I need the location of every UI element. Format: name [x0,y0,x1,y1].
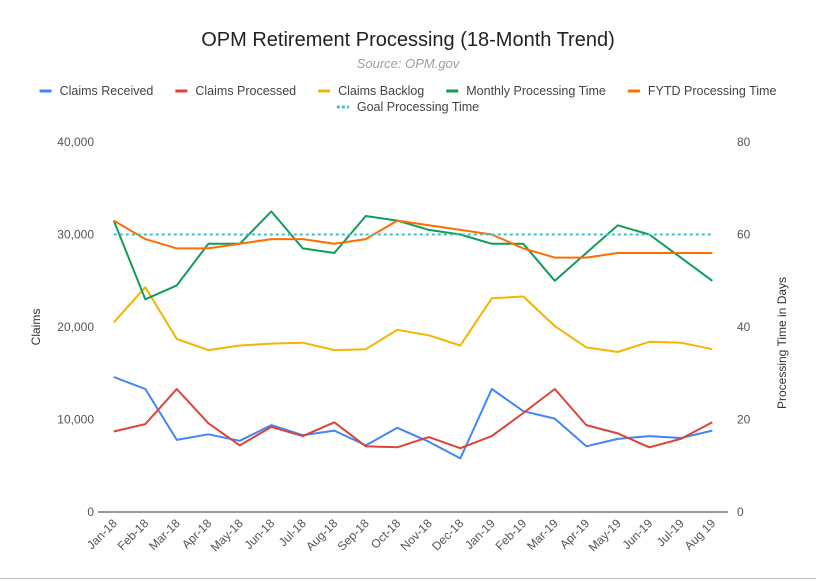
series-group [112,210,713,460]
y-axis-title-right: Processing Time in Days [775,277,789,409]
series-line-claims-backlog [113,286,713,353]
x-tick-label: Feb-19 [493,516,530,553]
y-tick-label-left: 0 [87,505,94,519]
y-axis-left: 0 10,000 20,000 30,000 40,000 [57,135,94,519]
legend: Claims Received Claims Processed Claims Ba… [39,84,777,114]
y-axis-right: 0 20 40 60 80 [737,135,751,519]
y-tick-label-right: 80 [737,135,751,149]
legend-label-claims-processed: Claims Processed [195,84,296,98]
x-tick-label: Sep-18 [335,516,372,553]
x-tick-label: Aug 19 [682,516,719,553]
x-tick-label: Mar-19 [524,516,561,553]
y-tick-label-left: 10,000 [57,413,94,427]
x-tick-label: May-19 [586,516,624,554]
y-tick-label-left: 20,000 [57,320,94,334]
y-tick-label-right: 20 [737,413,751,427]
y-tick-label-right: 0 [737,505,744,519]
legend-label-goal-processing-time: Goal Processing Time [357,100,479,114]
x-tick-label: Feb-18 [115,516,152,553]
series-line-monthly-processing-time [112,210,713,301]
y-tick-label-left: 30,000 [57,228,94,242]
x-tick-label: Jan-19 [462,516,498,552]
legend-label-monthly-processing-time: Monthly Processing Time [466,84,606,98]
series-line-claims-received [113,376,713,460]
legend-label-claims-received: Claims Received [60,84,154,98]
x-tick-label: Aug-18 [303,516,340,553]
y-tick-label-right: 40 [737,320,751,334]
bottom-divider [0,578,816,579]
x-tick-label: Jun-18 [242,516,278,552]
y-tick-label-left: 40,000 [57,135,94,149]
x-tick-label: Nov-18 [398,516,435,553]
x-tick-label: May-18 [208,516,246,554]
y-axis-title-left: Claims [29,309,43,346]
x-tick-label: Oct-18 [368,516,404,552]
x-tick-label: Jan-18 [84,516,120,552]
chart-subtitle: Source: OPM.gov [357,56,461,71]
x-axis: Jan-18Feb-18Mar-18Apr-18May-18Jun-18Jul-… [84,516,719,554]
legend-label-claims-backlog: Claims Backlog [338,84,424,98]
series-line-claims-processed [113,388,713,450]
y-tick-label-right: 60 [737,228,751,242]
x-tick-label: Dec-18 [429,516,466,553]
x-tick-label: Jun-19 [620,516,656,552]
series-line-fytd-processing-time [113,219,713,259]
chart-title: OPM Retirement Processing (18-Month Tren… [201,29,615,51]
legend-label-fytd-processing-time: FYTD Processing Time [648,84,777,98]
x-tick-label: Mar-18 [146,516,183,553]
